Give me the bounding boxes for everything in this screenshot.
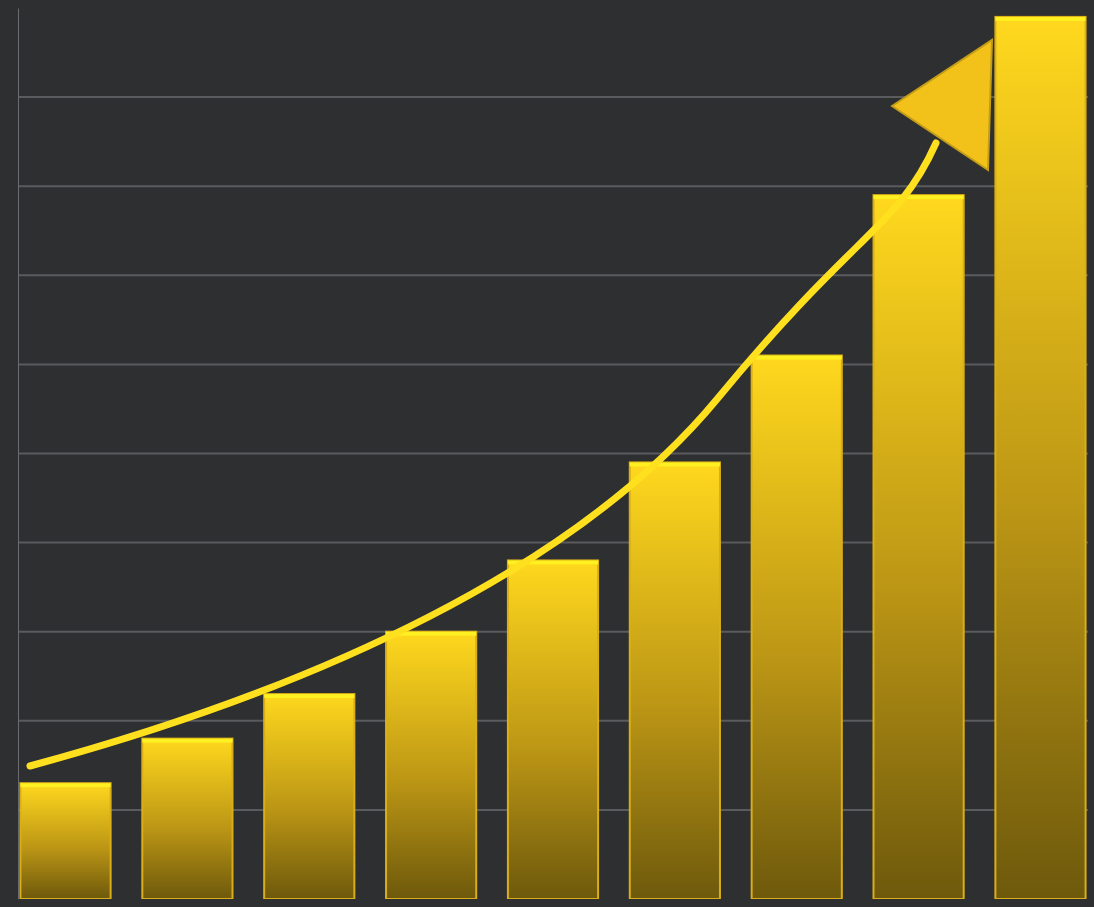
bars — [20, 17, 1085, 899]
background — [0, 0, 1094, 907]
bar — [264, 694, 354, 899]
plot — [18, 9, 1088, 900]
y-axis — [18, 9, 20, 900]
trend-arrow — [30, 40, 992, 766]
bar — [752, 355, 842, 899]
bar-highlight — [874, 195, 964, 199]
grid-line — [18, 185, 1088, 187]
bar-highlight — [752, 355, 842, 359]
trend-arrowhead — [892, 40, 992, 170]
bar — [508, 560, 598, 899]
bar-highlight — [142, 739, 232, 743]
bar-highlight — [995, 17, 1085, 21]
bar — [20, 783, 110, 899]
bar — [995, 17, 1085, 899]
bar — [630, 462, 720, 899]
trend-curve — [30, 143, 936, 766]
bar-highlight — [264, 694, 354, 698]
bar — [874, 195, 964, 899]
bar — [142, 739, 232, 899]
bar-highlight — [630, 462, 720, 466]
chart — [0, 0, 1094, 907]
y-axis-line — [18, 9, 19, 900]
bar-highlight — [20, 783, 110, 787]
bar — [386, 632, 476, 899]
